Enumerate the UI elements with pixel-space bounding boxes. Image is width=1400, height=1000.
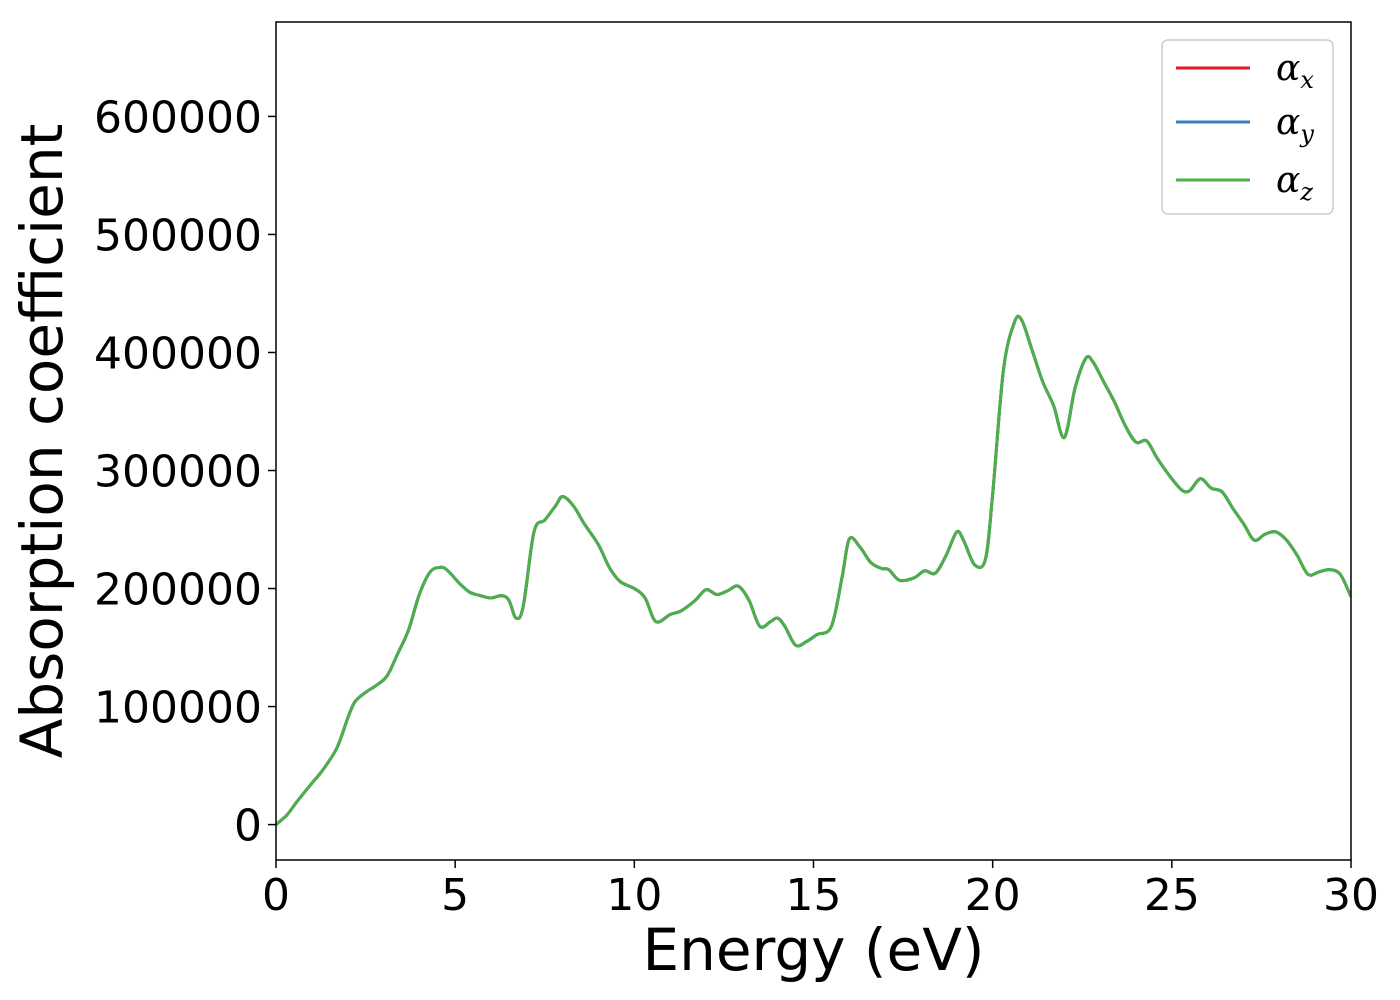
legend-label-subscript: y [1299, 120, 1314, 148]
x-axis-title: Energy (eV) [642, 916, 984, 984]
y-tick-label: 500000 [94, 210, 262, 261]
legend-label-y: αy [1276, 102, 1314, 148]
x-tick-label: 5 [441, 870, 469, 921]
legend-label-z: αz [1276, 160, 1313, 206]
y-tick-label: 300000 [94, 447, 262, 498]
x-tick-label: 15 [786, 870, 842, 921]
series-line-z [276, 314, 1351, 826]
x-axis-ticks: 0 5 10 15 20 25 30 [262, 860, 1379, 921]
x-tick-label: 30 [1323, 870, 1379, 921]
legend-label-base: α [1276, 160, 1300, 201]
y-tick-label: 200000 [94, 565, 262, 616]
y-tick-label: 600000 [94, 92, 262, 143]
y-tick-label: 400000 [94, 328, 262, 379]
legend-box [1161, 39, 1334, 215]
y-axis-ticks: 0 100000 200000 300000 400000 500000 600000 [94, 92, 276, 852]
y-axis-title: Absorption coefficient [8, 124, 76, 759]
legend-label-subscript: z [1299, 178, 1313, 206]
x-tick-label: 10 [606, 870, 662, 921]
legend-label-base: α [1276, 48, 1300, 89]
x-tick-label: 25 [1144, 870, 1200, 921]
x-tick-label: 0 [262, 870, 290, 921]
series-lines [276, 314, 1351, 826]
plot-area [275, 21, 1352, 861]
legend-label-base: α [1276, 102, 1300, 143]
legend-label-subscript: x [1300, 66, 1314, 94]
y-tick-label: 0 [234, 801, 262, 852]
y-tick-label: 100000 [94, 683, 262, 734]
x-tick-label: 20 [965, 870, 1021, 921]
legend-label-x: αx [1276, 48, 1314, 94]
